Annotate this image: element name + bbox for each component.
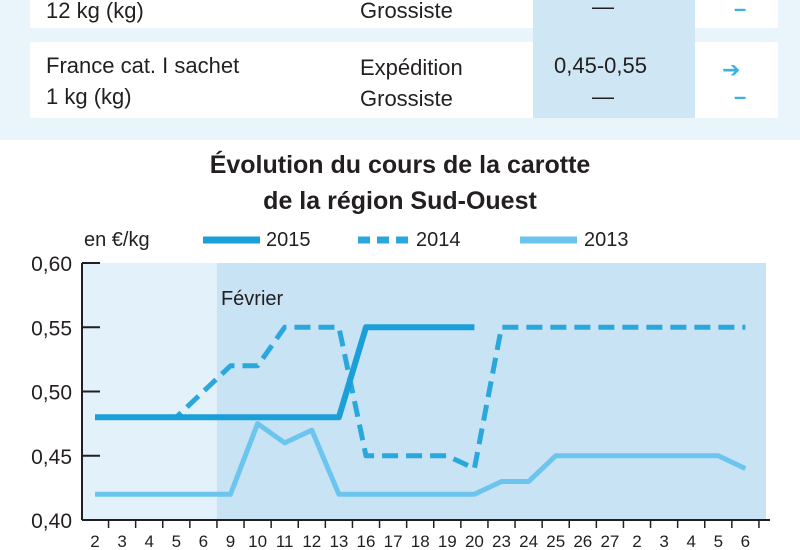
price-table: 12 kg (kg) Grossiste — – France cat. I s… xyxy=(0,0,800,122)
y-tick-label: 0,45 xyxy=(31,446,72,469)
x-tick-label: 9 xyxy=(226,532,235,550)
y-tick-label: 0,40 xyxy=(31,510,72,533)
price-cell: — xyxy=(592,84,614,109)
chart-title-line-2: de la région Sud-Ouest xyxy=(263,187,537,215)
x-tick-label: 23 xyxy=(492,532,511,550)
x-tick-label: 5 xyxy=(714,532,723,550)
stage-cell: Grossiste xyxy=(360,0,453,23)
x-tick-label: 2 xyxy=(90,532,99,550)
trend-flat-icon: – xyxy=(734,0,747,21)
x-tick-label: 27 xyxy=(600,532,619,550)
y-tick-label: 0,50 xyxy=(31,382,72,405)
x-tick-label: 2 xyxy=(632,532,641,550)
x-tick-label: 19 xyxy=(438,532,457,550)
trend-flat-icon: – xyxy=(734,84,747,109)
x-tick-label: 12 xyxy=(302,532,321,550)
product-cell: 1 kg (kg) xyxy=(46,84,132,109)
x-tick-label: 18 xyxy=(411,532,430,550)
x-tick-label: 24 xyxy=(519,532,538,550)
product-cell: 12 kg (kg) xyxy=(46,0,144,23)
x-tick-label: 11 xyxy=(276,532,294,550)
x-tick-label: 3 xyxy=(117,532,126,550)
stage-cell: Expédition xyxy=(360,55,463,80)
trend-arrow-right-icon: ➔ xyxy=(722,57,741,82)
product-cell: France cat. I sachet xyxy=(46,53,240,78)
x-tick-label: 26 xyxy=(573,532,592,550)
legend-label-2013: 2013 xyxy=(584,229,629,251)
y-tick-label: 0,55 xyxy=(31,317,72,340)
x-tick-label: 5 xyxy=(172,532,181,550)
x-tick-label: 17 xyxy=(384,532,403,550)
x-tick-label: 6 xyxy=(199,532,208,550)
y-tick-label: 0,60 xyxy=(31,253,72,276)
february-annotation: Février xyxy=(221,288,284,310)
x-tick-label: 6 xyxy=(741,532,750,550)
legend-label-2015: 2015 xyxy=(266,229,311,251)
price-column-bg xyxy=(533,0,695,118)
chart-title-line-1: Évolution du cours de la carotte xyxy=(209,151,591,179)
x-tick-label: 4 xyxy=(144,532,153,550)
x-tick-label: 13 xyxy=(329,532,348,550)
series-line-2014 xyxy=(95,324,746,472)
x-tick-label: 25 xyxy=(546,532,565,550)
x-tick-label: 4 xyxy=(686,532,695,550)
x-tick-label: 3 xyxy=(659,532,668,550)
x-tick-label: 16 xyxy=(357,532,376,550)
price-cell: — xyxy=(592,0,614,19)
x-tick-label: 20 xyxy=(465,532,484,550)
x-tick-label: 10 xyxy=(248,532,267,550)
legend-label-2014: 2014 xyxy=(416,229,461,251)
stage-cell: Grossiste xyxy=(360,86,453,111)
price-cell: 0,45-0,55 xyxy=(554,53,647,78)
y-unit-label: en €/kg xyxy=(84,229,150,251)
